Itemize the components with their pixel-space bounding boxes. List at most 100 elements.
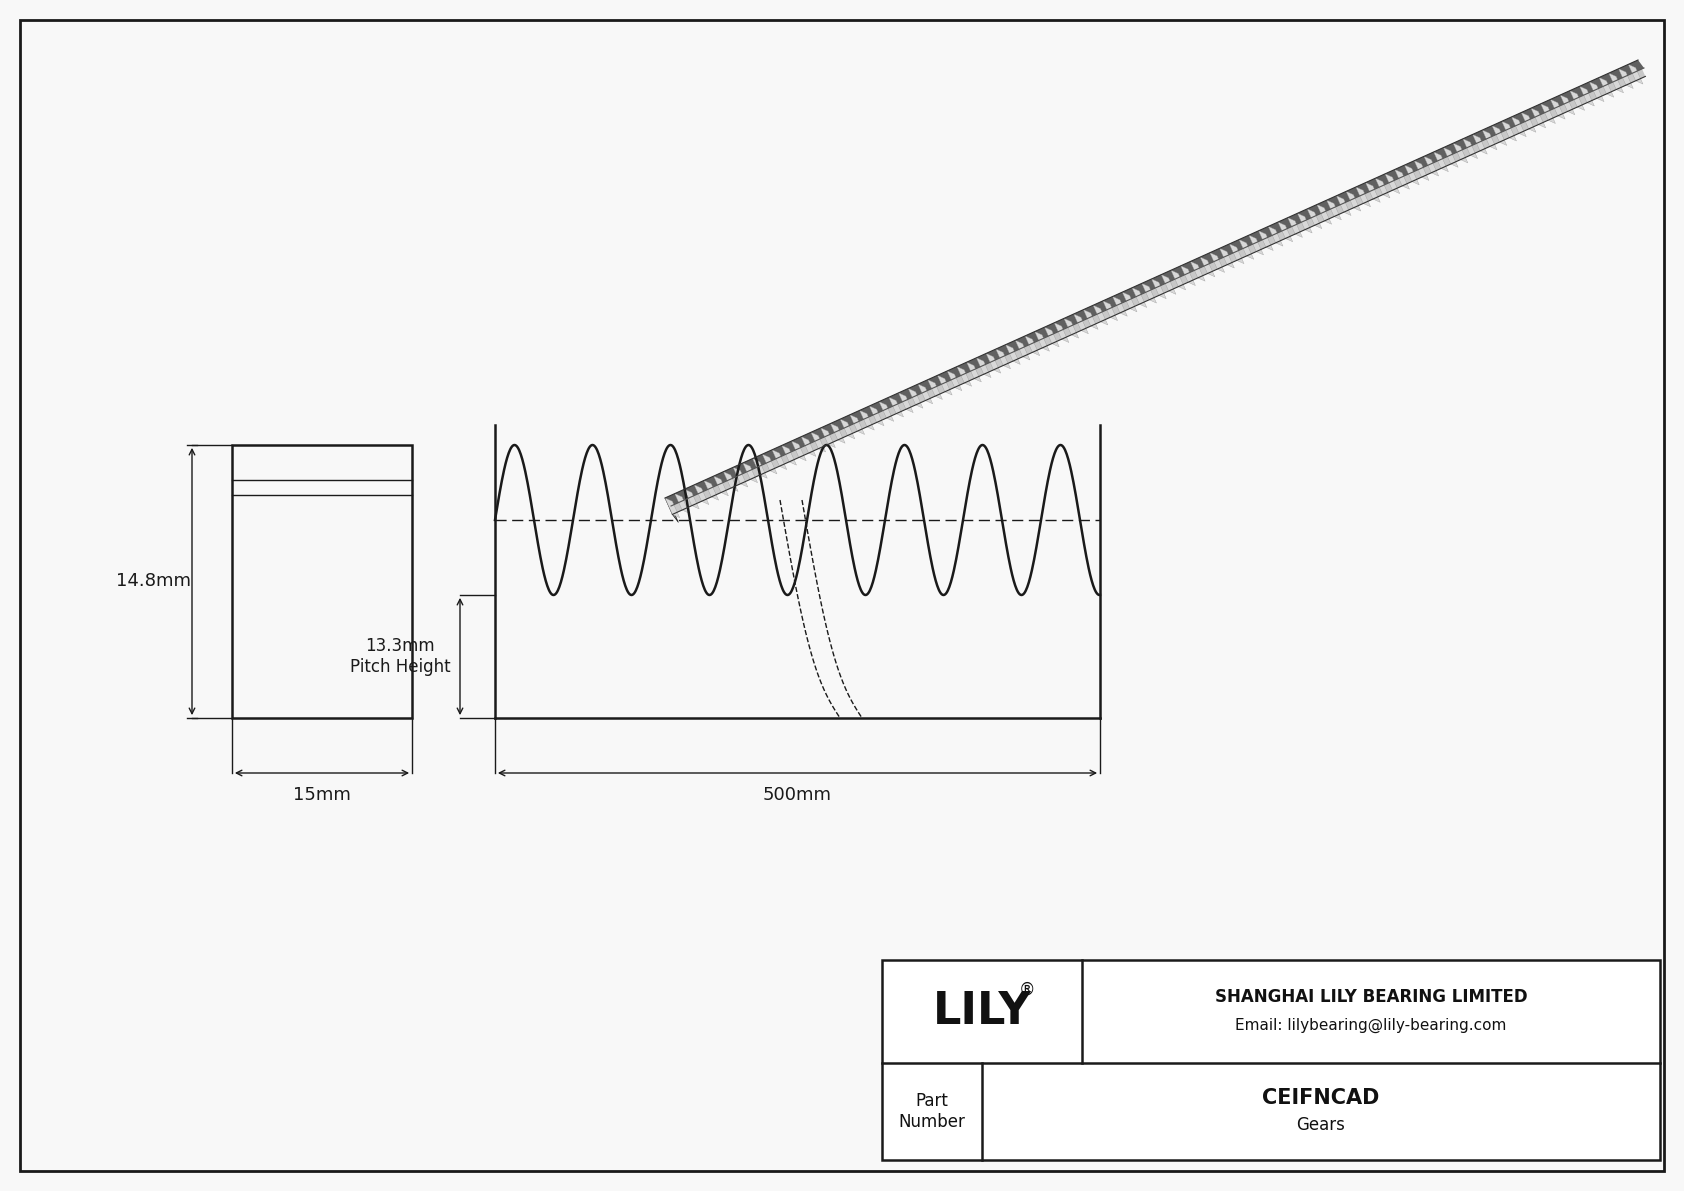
Polygon shape	[1521, 113, 1536, 132]
Polygon shape	[899, 393, 913, 412]
Polygon shape	[1015, 341, 1031, 360]
Polygon shape	[1590, 82, 1605, 101]
Polygon shape	[1618, 69, 1633, 88]
Polygon shape	[1394, 169, 1410, 189]
Polygon shape	[1425, 156, 1438, 176]
Polygon shape	[1580, 86, 1595, 106]
Polygon shape	[928, 380, 943, 399]
Polygon shape	[1074, 314, 1088, 333]
Polygon shape	[1569, 91, 1585, 111]
Polygon shape	[781, 445, 797, 466]
Text: LILY: LILY	[933, 990, 1031, 1033]
Text: SHANGHAI LILY BEARING LIMITED: SHANGHAI LILY BEARING LIMITED	[1214, 989, 1527, 1006]
Polygon shape	[1209, 252, 1224, 273]
Polygon shape	[1492, 126, 1507, 145]
Polygon shape	[1356, 187, 1371, 207]
Polygon shape	[957, 367, 972, 386]
Polygon shape	[714, 476, 729, 495]
Polygon shape	[1034, 331, 1049, 351]
Polygon shape	[1531, 108, 1546, 127]
Polygon shape	[1628, 64, 1644, 85]
Polygon shape	[977, 357, 992, 378]
Polygon shape	[830, 424, 845, 443]
Polygon shape	[1346, 192, 1361, 211]
Polygon shape	[675, 493, 689, 513]
Polygon shape	[918, 385, 933, 404]
Polygon shape	[1600, 77, 1613, 98]
Polygon shape	[1026, 336, 1039, 356]
Polygon shape	[1541, 104, 1556, 124]
Text: 13.3mm
Pitch Height: 13.3mm Pitch Height	[350, 637, 450, 676]
Polygon shape	[938, 375, 951, 395]
Polygon shape	[995, 349, 1010, 369]
Polygon shape	[1288, 218, 1302, 237]
Polygon shape	[1384, 174, 1399, 194]
Polygon shape	[791, 441, 807, 461]
Polygon shape	[1433, 152, 1448, 172]
Polygon shape	[1180, 266, 1196, 286]
Polygon shape	[1122, 292, 1137, 312]
Text: 15mm: 15mm	[293, 786, 350, 804]
Polygon shape	[869, 406, 884, 425]
Polygon shape	[1472, 135, 1487, 154]
Polygon shape	[665, 498, 679, 523]
Polygon shape	[889, 398, 904, 417]
Polygon shape	[1083, 310, 1098, 330]
Polygon shape	[908, 388, 923, 409]
Polygon shape	[1317, 205, 1332, 224]
Polygon shape	[1229, 244, 1244, 263]
Polygon shape	[1278, 222, 1293, 242]
Polygon shape	[1219, 249, 1234, 268]
Polygon shape	[850, 414, 864, 435]
Polygon shape	[771, 450, 786, 469]
Bar	[882, 960, 1660, 1160]
Polygon shape	[1093, 305, 1108, 325]
Polygon shape	[1005, 344, 1021, 364]
Polygon shape	[1512, 117, 1526, 137]
Polygon shape	[1376, 179, 1389, 198]
Polygon shape	[1337, 195, 1351, 216]
Polygon shape	[1404, 166, 1420, 185]
Polygon shape	[820, 428, 835, 448]
Text: 14.8mm: 14.8mm	[116, 573, 192, 591]
Polygon shape	[1191, 262, 1206, 281]
Polygon shape	[733, 467, 748, 487]
Polygon shape	[1297, 213, 1312, 233]
Polygon shape	[1258, 231, 1273, 250]
Polygon shape	[1551, 99, 1564, 119]
Polygon shape	[840, 419, 855, 438]
Polygon shape	[859, 411, 874, 430]
Polygon shape	[1502, 121, 1517, 141]
Polygon shape	[1064, 318, 1079, 338]
Polygon shape	[1054, 323, 1069, 343]
Polygon shape	[1608, 73, 1623, 93]
Polygon shape	[1201, 257, 1214, 276]
Polygon shape	[1103, 301, 1118, 320]
Polygon shape	[763, 454, 776, 474]
Polygon shape	[802, 437, 817, 456]
Polygon shape	[1142, 283, 1157, 303]
Polygon shape	[665, 60, 1645, 515]
Polygon shape	[1415, 161, 1430, 180]
Polygon shape	[1250, 235, 1263, 255]
Polygon shape	[1170, 270, 1186, 289]
Polygon shape	[1239, 239, 1255, 260]
Polygon shape	[684, 490, 699, 509]
Text: 500mm: 500mm	[763, 786, 832, 804]
Polygon shape	[987, 354, 1000, 373]
Polygon shape	[1463, 139, 1477, 158]
Polygon shape	[724, 472, 738, 492]
Bar	[232, 445, 413, 718]
Polygon shape	[694, 485, 709, 505]
Polygon shape	[665, 60, 1644, 506]
Text: ®: ®	[1019, 980, 1036, 998]
Polygon shape	[1453, 143, 1468, 163]
Polygon shape	[1268, 226, 1283, 247]
Polygon shape	[1443, 148, 1458, 167]
Polygon shape	[704, 480, 719, 500]
Polygon shape	[812, 432, 825, 453]
Polygon shape	[1162, 275, 1175, 294]
Polygon shape	[1113, 297, 1127, 317]
Text: Email: lilybearing@lily-bearing.com: Email: lilybearing@lily-bearing.com	[1236, 1018, 1507, 1033]
Polygon shape	[967, 362, 982, 382]
